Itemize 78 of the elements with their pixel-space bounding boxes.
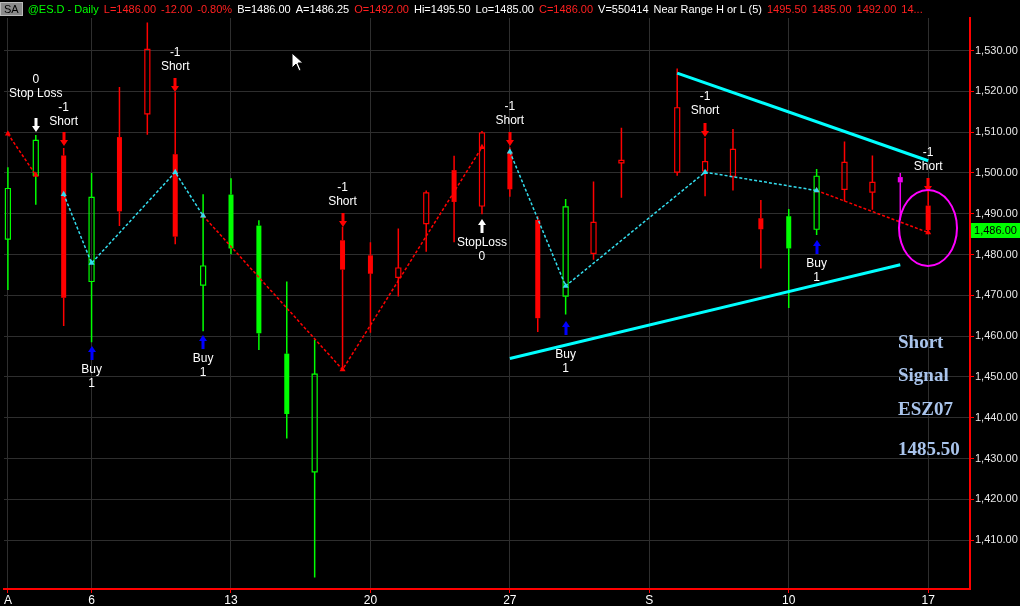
candlestick (228, 177, 234, 255)
candlestick (674, 67, 681, 177)
candlestick (4, 166, 11, 291)
x-tick-label: 13 (224, 592, 238, 606)
y-tick-label: 1,490.00 (975, 206, 1018, 219)
candlestick (256, 219, 262, 351)
y-tick-label: 1,510.00 (975, 125, 1018, 138)
point (172, 168, 179, 174)
annotation: Buy 1 (806, 256, 827, 284)
candlestick (367, 241, 373, 334)
candlestick (869, 154, 876, 211)
point (702, 168, 709, 174)
text: V=550414 (598, 3, 649, 15)
x-tick-label: A (3, 592, 12, 606)
x-tick-label: 27 (503, 592, 517, 606)
y-tick-label: 1,440.00 (975, 410, 1018, 423)
candlestick (618, 126, 625, 199)
text: L=1486.00 (103, 3, 157, 15)
text: 1485.00 (811, 3, 852, 15)
candlestick (423, 189, 430, 253)
annotation: -1 Short (913, 145, 943, 173)
y-tick-label: 1,480.00 (975, 247, 1018, 260)
annotation: -1 Short (328, 180, 357, 208)
annotation: Buy 1 (81, 362, 102, 390)
y-tick-label: 1,460.00 (975, 329, 1018, 342)
text: -12.00 (161, 3, 193, 15)
annotation: -1 Short (495, 99, 525, 127)
x-tick-label: 10 (782, 592, 796, 606)
text: 14... (901, 3, 923, 15)
y-tick-label: 1,500.00 (975, 166, 1018, 179)
candlestick (395, 227, 402, 298)
annotation: StopLoss 0 (456, 235, 507, 263)
y-tick-label: 1,410.00 (975, 533, 1018, 546)
annotation: -1 Short (690, 89, 720, 117)
text: O=1492.00 (354, 3, 409, 15)
candlestick (729, 128, 737, 192)
text: 1495.50 (766, 3, 807, 15)
text: A=1486.25 (295, 3, 350, 15)
annotation: Signal (898, 364, 949, 386)
y-tick-label: 1,470.00 (975, 288, 1018, 301)
candlestick (284, 280, 290, 440)
text: 1,486.00 (971, 222, 1020, 238)
y-tick-label: 1,430.00 (975, 451, 1018, 464)
annotation: 1485.50 (898, 438, 960, 460)
text: 1492.00 (856, 3, 897, 15)
annotation: -1 Short (160, 45, 190, 73)
text: -0.80% (197, 3, 233, 15)
text: Near Range H or L (5) (653, 3, 762, 15)
y-tick-label: 1,530.00 (975, 43, 1018, 56)
annotation: 0 Stop Loss (9, 72, 63, 100)
point (60, 190, 67, 196)
candlestick (535, 215, 541, 333)
candlestick (451, 155, 457, 244)
chart-title: @ES.D - Daily (27, 3, 99, 15)
text: C=1486.00 (538, 3, 594, 15)
point (562, 282, 569, 288)
annotation: Buy 1 (192, 351, 214, 379)
candlestick (758, 199, 764, 270)
candlestick (786, 208, 792, 309)
point (506, 148, 513, 154)
y-tick-label: 1,520.00 (975, 84, 1018, 97)
x-tick-label: 6 (88, 592, 96, 606)
candlestick (144, 21, 151, 136)
candlestick (116, 86, 122, 227)
annotation: -1 Short (49, 100, 79, 128)
text: Hi=1495.50 (413, 3, 471, 15)
x-tick-label: 17 (921, 592, 936, 606)
annotation: Buy 1 (555, 347, 576, 375)
y-tick-label: 1,420.00 (975, 492, 1018, 505)
x-tick-label: S (645, 592, 654, 606)
x-tick-label: 20 (363, 592, 378, 606)
point (88, 259, 95, 265)
annotation: Short (898, 331, 944, 353)
text: B=1486.00 (237, 3, 291, 15)
text: Lo=1485.00 (475, 3, 534, 15)
y-tick-label: 1,450.00 (975, 369, 1018, 382)
annotation: ESZ07 (898, 398, 953, 420)
text: SA (0, 2, 23, 16)
